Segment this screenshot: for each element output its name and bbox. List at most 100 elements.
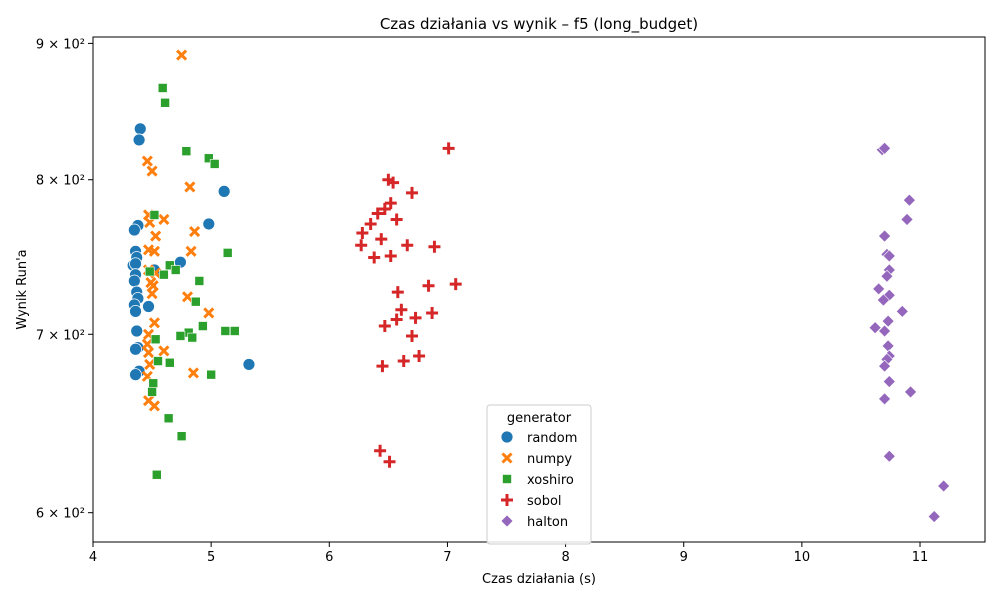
data-point-halton xyxy=(876,293,890,307)
legend: generator random numpy xoshiro sobol halton xyxy=(486,404,592,545)
data-point-xoshiro xyxy=(203,153,214,164)
data-point-numpy xyxy=(185,245,197,257)
legend-item-random: random xyxy=(500,430,577,446)
x-tick-label: 8 xyxy=(561,550,569,565)
data-point-numpy xyxy=(150,230,162,242)
y-axis: 6 × 10² 7 × 10² 8 × 10² 9 × 10² xyxy=(36,37,93,522)
data-point-xoshiro xyxy=(176,431,187,441)
y-tick-label: 6 × 10² xyxy=(36,507,85,522)
x-tick-label: 9 xyxy=(680,550,688,565)
data-point-halton xyxy=(878,392,892,406)
x-tick-label: 11 xyxy=(912,550,929,565)
x-tick-label: 4 xyxy=(89,550,97,565)
data-point-numpy xyxy=(146,288,158,300)
data-point-halton xyxy=(880,269,894,283)
data-point-halton xyxy=(872,282,886,296)
series-halton xyxy=(868,141,951,523)
data-point-sobol xyxy=(405,329,418,342)
data-point-halton xyxy=(878,324,892,338)
series-xoshiro xyxy=(144,83,240,480)
y-tick-label: 7 × 10² xyxy=(36,328,85,343)
data-point-xoshiro xyxy=(160,97,170,108)
data-point-numpy xyxy=(144,358,156,370)
data-point-xoshiro xyxy=(151,469,162,480)
data-point-random xyxy=(129,304,142,318)
data-point-sobol xyxy=(422,279,435,292)
data-point-random xyxy=(129,368,142,382)
data-point-xoshiro xyxy=(157,83,168,93)
data-point-numpy xyxy=(184,181,196,193)
data-point-sobol xyxy=(390,213,403,226)
data-point-xoshiro xyxy=(190,296,201,307)
x-tick-label: 5 xyxy=(207,550,215,565)
data-point-xoshiro xyxy=(198,321,208,331)
data-point-sobol xyxy=(375,233,388,246)
data-point-xoshiro xyxy=(187,332,198,343)
y-tick-label: 9 × 10² xyxy=(36,37,85,52)
legend-label: halton xyxy=(527,515,568,530)
data-point-sobol xyxy=(356,227,369,240)
data-point-sobol xyxy=(368,251,381,264)
data-point-xoshiro xyxy=(175,331,186,341)
legend-label: sobol xyxy=(527,494,562,509)
data-point-sobol xyxy=(383,455,396,468)
data-point-sobol xyxy=(371,207,384,220)
plot-area xyxy=(126,49,951,523)
data-point-sobol xyxy=(401,239,414,252)
legend-title: generator xyxy=(507,411,572,426)
x-axis: 4 5 6 7 8 9 10 11 xyxy=(89,542,928,565)
legend-marker-xoshiro xyxy=(502,474,512,484)
data-point-random xyxy=(142,300,155,313)
data-point-numpy xyxy=(142,347,155,359)
chart-title: Czas działania vs wynik – f5 (long_budge… xyxy=(380,15,698,34)
data-point-xoshiro xyxy=(229,326,240,336)
data-point-xoshiro xyxy=(159,269,169,280)
legend-marker-sobol xyxy=(501,494,513,506)
legend-marker-numpy xyxy=(501,452,513,464)
legend-label: random xyxy=(527,431,577,446)
data-point-numpy xyxy=(148,245,160,257)
data-point-halton xyxy=(882,249,896,263)
data-point-sobol xyxy=(384,197,397,210)
data-point-sobol xyxy=(409,311,422,324)
data-point-random xyxy=(127,274,141,288)
data-point-halton xyxy=(878,141,892,155)
legend-item-numpy: numpy xyxy=(501,452,572,467)
data-point-sobol xyxy=(442,142,455,155)
data-point-numpy xyxy=(187,367,199,379)
y-axis-label: Wynik Run'a xyxy=(15,249,30,329)
data-point-random xyxy=(130,324,144,338)
data-point-random xyxy=(202,217,216,231)
data-point-sobol xyxy=(384,249,397,262)
data-point-random xyxy=(129,257,142,271)
data-point-sobol xyxy=(364,217,377,230)
data-point-sobol xyxy=(390,313,403,326)
data-point-sobol xyxy=(378,203,391,216)
data-point-sobol xyxy=(395,303,408,316)
data-point-halton xyxy=(881,314,895,328)
data-point-random xyxy=(129,342,142,356)
data-point-sobol xyxy=(397,355,410,368)
data-point-sobol xyxy=(376,360,389,373)
legend-label: xoshiro xyxy=(527,473,574,488)
data-point-halton xyxy=(927,510,941,523)
x-tick-label: 7 xyxy=(443,550,451,565)
data-point-numpy xyxy=(141,155,153,167)
data-point-numpy xyxy=(158,345,170,357)
data-point-sobol xyxy=(449,278,462,291)
data-point-xoshiro xyxy=(181,146,192,156)
data-point-sobol xyxy=(413,349,426,362)
data-point-halton xyxy=(868,321,882,335)
data-point-xoshiro xyxy=(147,387,157,397)
data-point-random xyxy=(127,223,141,237)
data-point-xoshiro xyxy=(150,334,161,345)
data-point-halton xyxy=(882,375,896,388)
data-point-xoshiro xyxy=(222,248,233,258)
data-point-sobol xyxy=(387,176,400,189)
data-point-xoshiro xyxy=(148,378,159,389)
data-point-random xyxy=(132,133,146,147)
data-point-halton xyxy=(900,213,914,226)
data-point-halton xyxy=(882,449,896,463)
data-point-numpy xyxy=(176,49,188,61)
data-point-xoshiro xyxy=(153,356,163,366)
